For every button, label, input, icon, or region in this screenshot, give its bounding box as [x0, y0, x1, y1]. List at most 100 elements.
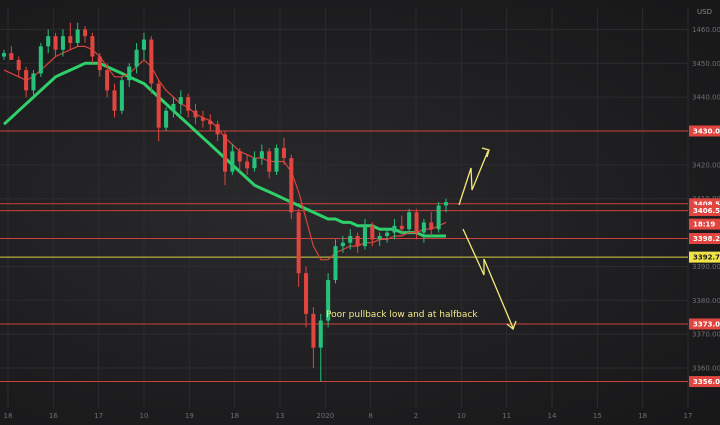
candle-body — [355, 235, 360, 247]
candle-body — [208, 120, 213, 125]
time-tick-label: 19 — [185, 412, 194, 420]
chart-annotation: Poor pullback low and at halfback — [326, 310, 478, 320]
time-tick-label: 10 — [457, 412, 466, 420]
time-tick-label: 16 — [49, 412, 58, 420]
price-tag-bg — [689, 251, 720, 263]
up-scenario-arrow — [458, 150, 489, 206]
candle-body — [429, 222, 434, 230]
candle-body — [281, 147, 286, 159]
time-tick-label: 15 — [593, 412, 602, 420]
candle-body — [399, 225, 404, 230]
currency-label: USD — [697, 8, 712, 16]
candle-body — [362, 225, 367, 247]
candle-body — [267, 151, 272, 172]
candle-body — [119, 80, 124, 111]
candle-body — [186, 97, 191, 111]
candle-body — [326, 279, 331, 321]
candle-body — [141, 39, 146, 50]
candle-body — [245, 161, 250, 169]
candle-body — [164, 110, 169, 128]
candle-body — [370, 225, 375, 240]
candle-body — [259, 151, 264, 159]
candle-body — [377, 235, 382, 240]
price-tag: 3398.25 — [693, 235, 720, 243]
price-tick-label: 3390.00 — [692, 263, 720, 271]
candle-body — [340, 242, 345, 247]
price-tick-label: 1460.00 — [692, 26, 720, 34]
time-tick-label: 18 — [638, 412, 647, 420]
candle-body — [252, 158, 257, 169]
price-tag-bg — [689, 376, 720, 388]
time-tick-label: 11 — [502, 412, 511, 420]
time-tick-label: 2 — [414, 412, 418, 420]
time-tick-label: 13 — [276, 412, 285, 420]
price-tag-bg — [689, 205, 720, 217]
candle-body — [318, 320, 323, 348]
candle-body — [348, 235, 353, 243]
candle-body — [16, 59, 21, 71]
candle-body — [9, 53, 14, 60]
candle-body — [90, 36, 95, 57]
price-axis: 1460.003450.003440.003430.003420.003410.… — [689, 26, 720, 388]
candle-body — [274, 147, 279, 172]
price-tick-label: 3370.00 — [692, 331, 720, 339]
candle-body — [333, 246, 338, 280]
down-scenario-arrow — [462, 228, 514, 329]
price-tick-label: 3360.00 — [692, 365, 720, 373]
candle-body — [53, 36, 58, 50]
time-tick-label: 2020 — [316, 412, 334, 420]
candle-body — [421, 222, 426, 233]
price-tag: 3408.50 — [693, 200, 720, 208]
candle-body — [215, 124, 220, 135]
candle-body — [304, 273, 309, 314]
candle-body — [156, 83, 161, 128]
candle-body — [443, 202, 449, 206]
candle-body — [83, 29, 88, 37]
candle-body — [134, 49, 139, 67]
price-tag: 3356.00 — [693, 378, 720, 386]
down-arrow-head — [506, 320, 517, 331]
price-tag-bg — [689, 125, 720, 137]
time-tick-label: 18 — [4, 412, 13, 420]
candle-body — [149, 39, 154, 84]
candle-body — [230, 151, 235, 172]
candle-body — [60, 36, 65, 50]
candle-body — [178, 97, 183, 104]
candle-body — [68, 36, 73, 43]
candle-body — [75, 29, 80, 43]
time-tick-label: 8 — [368, 412, 372, 420]
candle-body — [289, 158, 294, 213]
candle-body — [296, 212, 301, 274]
countdown-tag-bg — [689, 218, 720, 230]
time-tick-label: 17 — [94, 412, 103, 420]
time-tick-label: 10 — [140, 412, 149, 420]
candle-body — [38, 46, 43, 74]
candle-body — [97, 56, 102, 71]
time-tick-label: 18 — [230, 412, 239, 420]
time-axis: 18 16 17 10 19 18 13 2020 8 2 10 11 14 15 18 17 — [4, 412, 693, 420]
candle-body — [436, 205, 441, 230]
candle-body — [193, 110, 198, 118]
price-level-lines — [0, 130, 688, 383]
price-tick-label: 3450.00 — [692, 60, 720, 68]
candle-body — [105, 70, 110, 91]
time-tick-label: 14 — [548, 412, 557, 420]
candle-body — [222, 134, 228, 172]
price-tag: 3406.50 — [693, 207, 720, 215]
countdown-tag: 18:19 — [693, 221, 715, 229]
candle-body — [311, 313, 316, 348]
price-tag: 3373.00 — [693, 321, 720, 329]
price-tick-label: 3420.00 — [692, 161, 720, 169]
candle-body — [127, 66, 132, 81]
candle-body — [24, 70, 29, 91]
price-tag-bg — [689, 198, 720, 210]
candle-body — [112, 90, 117, 111]
candle-body — [171, 103, 176, 111]
candle-body — [237, 151, 242, 162]
candles — [1, 22, 449, 382]
candle-body — [1, 53, 7, 57]
price-tag: 3392.75 — [693, 254, 720, 262]
candle-body — [46, 36, 51, 47]
